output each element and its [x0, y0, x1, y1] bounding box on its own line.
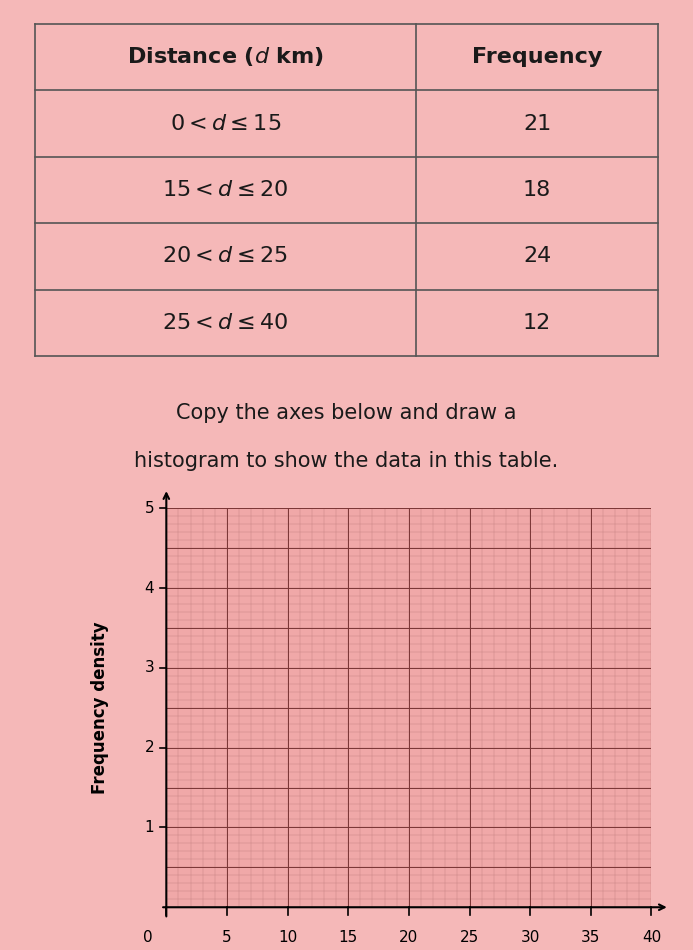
- Text: 18: 18: [523, 180, 551, 200]
- Text: $25 < d \leq 40$: $25 < d \leq 40$: [162, 313, 288, 333]
- Text: 40: 40: [642, 930, 661, 944]
- Text: 24: 24: [523, 246, 551, 267]
- Text: 20: 20: [399, 930, 419, 944]
- Text: 0: 0: [143, 930, 153, 944]
- Text: 12: 12: [523, 313, 551, 333]
- Text: 21: 21: [523, 113, 551, 134]
- Text: Frequency: Frequency: [472, 47, 602, 67]
- Text: 25: 25: [460, 930, 479, 944]
- Text: Copy the axes below and draw a: Copy the axes below and draw a: [176, 403, 517, 424]
- Text: $0 < d \leq 15$: $0 < d \leq 15$: [170, 113, 281, 134]
- Text: 2: 2: [145, 740, 154, 755]
- Text: 3: 3: [144, 660, 154, 675]
- Text: 4: 4: [145, 580, 154, 596]
- Text: Frequency density: Frequency density: [91, 621, 109, 794]
- Text: histogram to show the data in this table.: histogram to show the data in this table…: [134, 450, 559, 471]
- Text: $15 < d \leq 20$: $15 < d \leq 20$: [162, 180, 288, 200]
- Text: 30: 30: [520, 930, 540, 944]
- Text: Distance ($d$ km): Distance ($d$ km): [127, 46, 324, 68]
- Text: 5: 5: [222, 930, 231, 944]
- Text: 1: 1: [145, 820, 154, 835]
- Text: 5: 5: [145, 501, 154, 516]
- Text: $20 < d \leq 25$: $20 < d \leq 25$: [162, 246, 288, 267]
- Text: 15: 15: [339, 930, 358, 944]
- Text: 35: 35: [581, 930, 600, 944]
- Text: 10: 10: [278, 930, 297, 944]
